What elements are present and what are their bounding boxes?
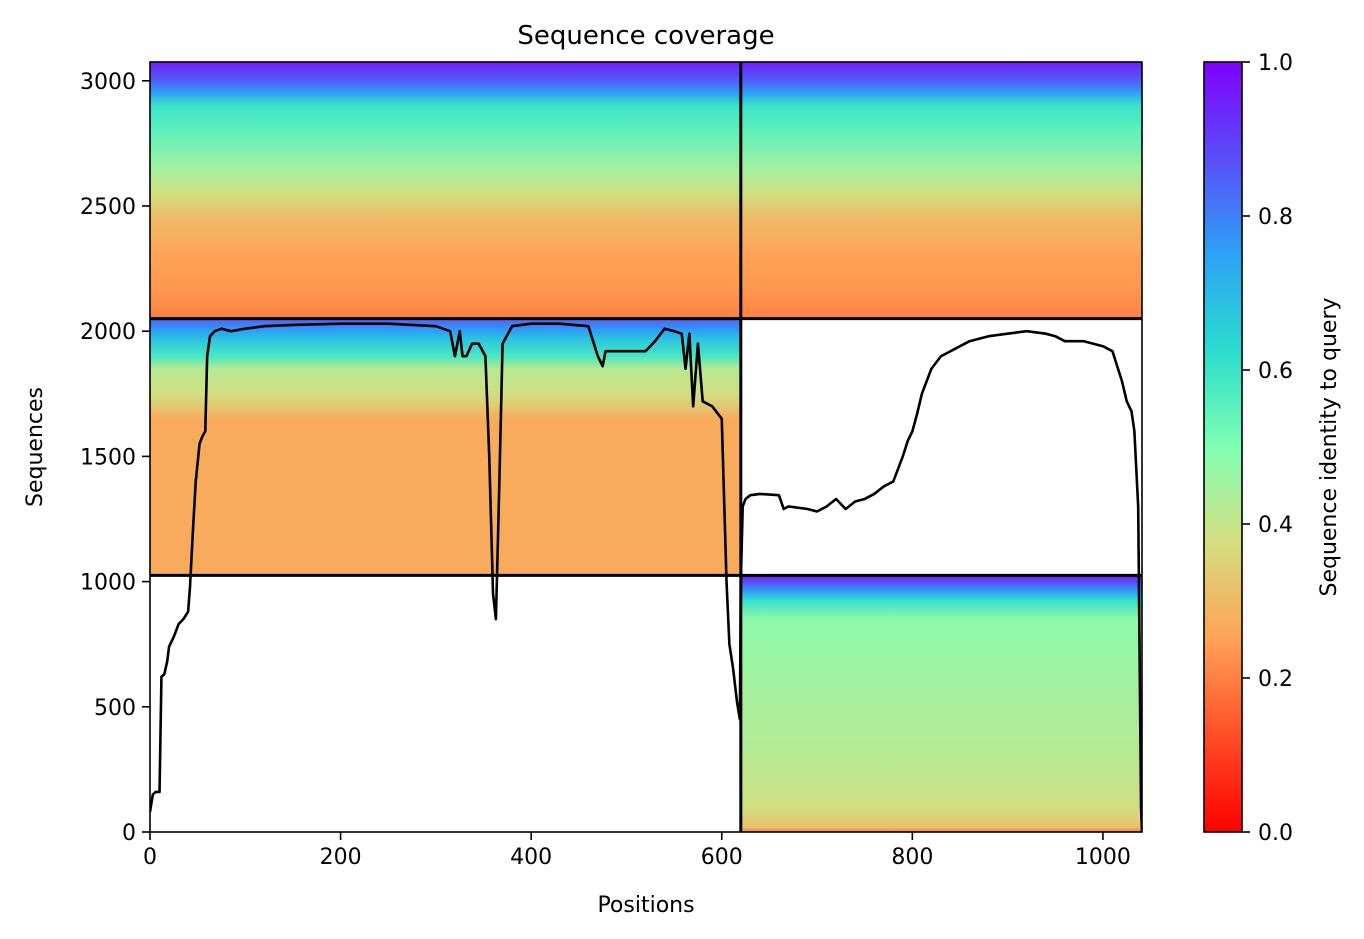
- y-axis: 0 500 1000 1500 2000 2500 3000: [80, 70, 150, 846]
- y-axis-label: Sequences: [23, 387, 48, 507]
- colorbar-label: Sequence identity to query: [1317, 297, 1342, 596]
- y-tick-label: 2000: [80, 320, 136, 345]
- y-tick-label: 1500: [80, 445, 136, 470]
- msa-block: [740, 575, 1142, 832]
- colorbar: [1203, 61, 1243, 833]
- colorbar-ticks: 0.0 0.2 0.4 0.6 0.8 1.0: [1242, 51, 1293, 846]
- x-axis-label: Positions: [597, 893, 694, 918]
- coverage-line: [150, 322, 1142, 832]
- x-tick-label: 200: [320, 845, 362, 870]
- coverage-line-group: [150, 322, 1142, 832]
- x-tick-label: 600: [701, 845, 743, 870]
- x-axis: 0 200 400 600 800 1000: [143, 832, 1131, 870]
- colorbar-tick-label: 0.4: [1258, 513, 1293, 538]
- x-tick-label: 400: [510, 845, 552, 870]
- y-tick-label: 500: [94, 696, 136, 721]
- msa-block: [150, 62, 741, 319]
- colorbar-tick-label: 0.6: [1258, 359, 1293, 384]
- x-tick-label: 1000: [1075, 845, 1131, 870]
- plot-frame: [149, 61, 1143, 833]
- chart-title: Sequence coverage: [517, 21, 774, 51]
- colorbar-tick-label: 0.0: [1258, 821, 1293, 846]
- colorbar-tick-label: 1.0: [1258, 51, 1293, 76]
- msa-block: [150, 318, 741, 576]
- y-tick-label: 3000: [80, 70, 136, 95]
- x-tick-label: 800: [891, 845, 933, 870]
- x-tick-label: 0: [143, 845, 157, 870]
- y-tick-label: 0: [122, 821, 136, 846]
- msa-blocks: [150, 62, 1142, 832]
- y-tick-label: 2500: [80, 195, 136, 220]
- segment-dividers: [150, 62, 1142, 832]
- msa-block: [740, 62, 1142, 319]
- y-tick-label: 1000: [80, 571, 136, 596]
- colorbar-tick-label: 0.8: [1258, 205, 1293, 230]
- colorbar-tick-label: 0.2: [1258, 667, 1293, 692]
